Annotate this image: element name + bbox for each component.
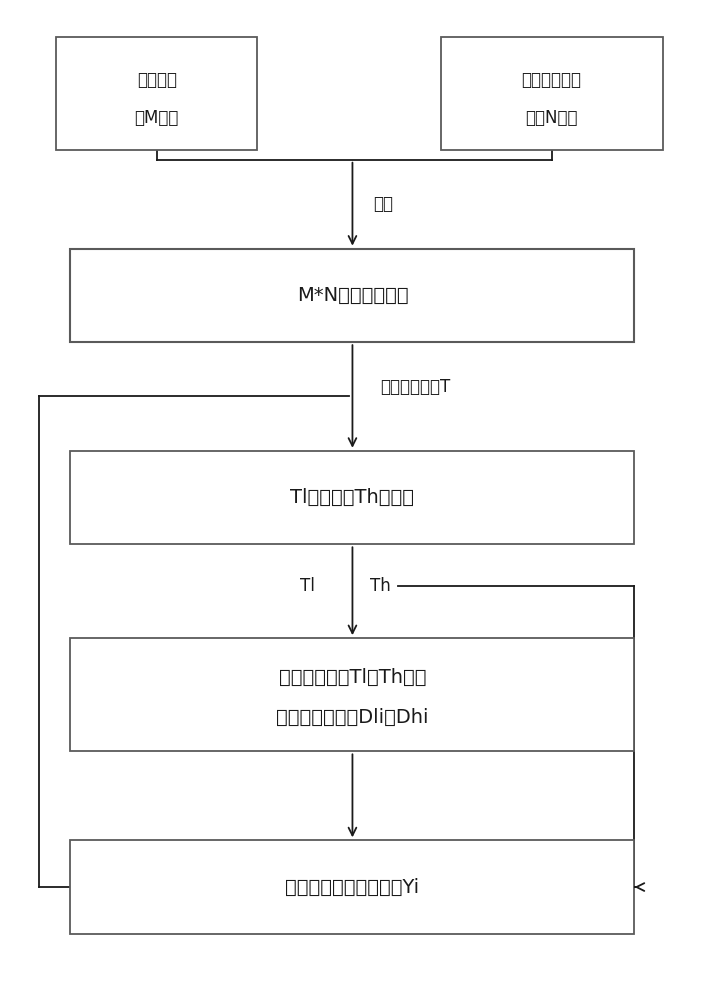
Text: 基底温度: 基底温度 <box>137 71 177 89</box>
Text: 探测器响应均: 探测器响应均 <box>522 71 582 89</box>
Bar <box>441 37 663 150</box>
Bar <box>70 249 634 342</box>
Text: Th: Th <box>370 577 391 595</box>
Text: 每个像素点在Tl和Th曲线: 每个像素点在Tl和Th曲线 <box>279 668 426 687</box>
Text: M*N帧高低温图像: M*N帧高低温图像 <box>297 286 408 305</box>
Bar <box>56 37 257 150</box>
Text: Tl: Tl <box>300 577 314 595</box>
Bar <box>70 451 634 544</box>
Text: 标定: 标定 <box>374 195 393 213</box>
Text: 分M区间: 分M区间 <box>134 109 179 127</box>
Text: Tl曲线组和Th曲线组: Tl曲线组和Th曲线组 <box>290 488 414 507</box>
Text: 每个像素点的实际输出Yi: 每个像素点的实际输出Yi <box>285 878 419 897</box>
Text: 上的实际响应值Dli和Dhi: 上的实际响应值Dli和Dhi <box>276 708 429 727</box>
Bar <box>70 638 634 751</box>
Bar <box>70 840 634 934</box>
Text: 读取温度信息T: 读取温度信息T <box>380 378 451 396</box>
Text: 值分N区间: 值分N区间 <box>526 109 578 127</box>
